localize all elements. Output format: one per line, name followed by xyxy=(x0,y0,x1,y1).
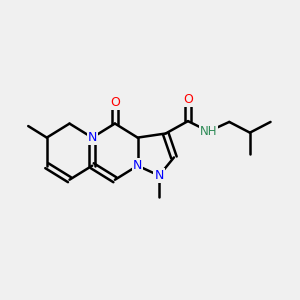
Text: N: N xyxy=(133,159,142,172)
Text: O: O xyxy=(110,96,120,109)
Text: N: N xyxy=(88,131,97,144)
Text: N: N xyxy=(154,169,164,182)
Text: O: O xyxy=(183,93,193,106)
Text: NH: NH xyxy=(200,125,218,138)
